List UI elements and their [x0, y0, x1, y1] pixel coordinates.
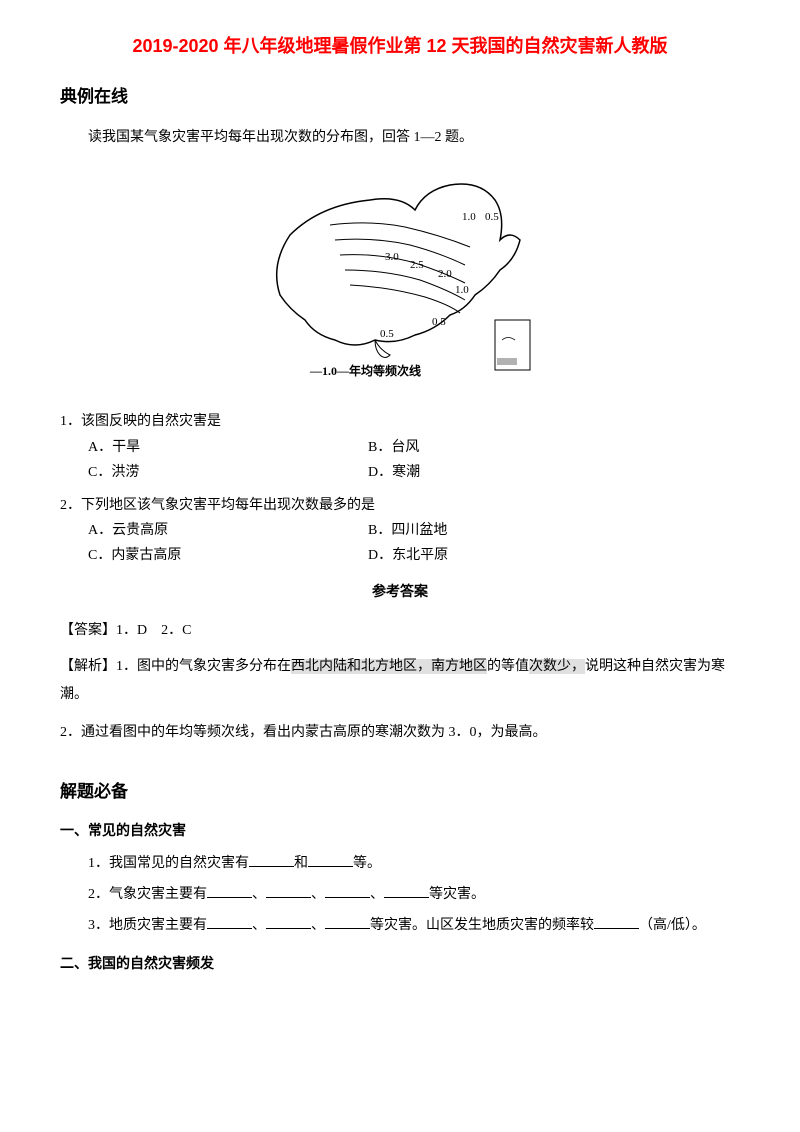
blank: [207, 915, 252, 929]
question-2-text: 2．下列地区该气象灾害平均每年出现次数最多的是: [60, 493, 740, 518]
map-label: 0.5: [380, 328, 394, 340]
q1-option-d: D．寒潮: [368, 460, 740, 485]
map-figure: 1.0 0.5 3.0 2.5 2.0 1.0 0.5 0.5 —1.0—年均等…: [60, 165, 740, 394]
analysis-1: 【解析】1．图中的气象灾害多分布在西北内陆和北方地区，南方地区的等值次数少，说明…: [60, 653, 740, 709]
answer-heading: 参考答案: [60, 580, 740, 605]
item-1-p3: 等。: [353, 856, 381, 871]
question-1-text: 1．该图反映的自然灾害是: [60, 409, 740, 434]
map-label: 0.5: [432, 316, 446, 328]
answer-text: 【答案】1．D 2．C: [60, 618, 740, 643]
item-1-p2: 和: [294, 856, 308, 871]
document-title: 2019-2020 年八年级地理暑假作业第 12 天我国的自然灾害新人教版: [60, 30, 740, 62]
blank: [308, 853, 353, 867]
subsection-1: 一、常见的自然灾害: [60, 819, 740, 844]
q1-options-row-2: C．洪涝 D．寒潮: [88, 460, 740, 485]
china-map-svg: 1.0 0.5 3.0 2.5 2.0 1.0 0.5 0.5 —1.0—年均等…: [240, 165, 560, 385]
item-2-p2: 等灾害。: [429, 887, 485, 902]
sep: 、: [252, 887, 266, 902]
q1-option-c: C．洪涝: [88, 460, 368, 485]
q1-option-a: A．干旱: [88, 435, 368, 460]
intro-text: 读我国某气象灾害平均每年出现次数的分布图，回答 1—2 题。: [60, 125, 740, 150]
map-label: 1.0: [462, 211, 476, 223]
section-1-heading: 典例在线: [60, 82, 740, 113]
sep: 、: [370, 887, 384, 902]
map-legend: —1.0—年均等频次线: [309, 363, 421, 378]
sep: 、: [311, 887, 325, 902]
blank: [384, 884, 429, 898]
item-1: 1．我国常见的自然灾害有 和 等。: [60, 851, 740, 876]
q2-option-a: A．云贵高原: [88, 518, 368, 543]
q1-option-b: B．台风: [368, 435, 740, 460]
sep: 、: [252, 918, 266, 933]
analysis-1-prefix: 【解析】1．图中的气象灾害多分布在: [60, 659, 291, 674]
blank: [249, 853, 294, 867]
q2-option-d: D．东北平原: [368, 543, 740, 568]
q2-options-row-1: A．云贵高原 B．四川盆地: [88, 518, 740, 543]
section-2-heading: 解题必备: [60, 777, 740, 808]
q1-options-row-1: A．干旱 B．台风: [88, 435, 740, 460]
analysis-1-highlight-2: 次数少，: [529, 659, 585, 674]
item-3-p2: 等灾害。山区发生地质灾害的频率较: [370, 918, 594, 933]
blank: [207, 884, 252, 898]
blank: [325, 915, 370, 929]
map-label: 2.5: [410, 259, 424, 271]
map-label: 1.0: [455, 284, 469, 296]
analysis-1-highlight-1: 西北内陆和北方地区，南方地区: [291, 659, 487, 674]
map-label: 3.0: [385, 251, 399, 263]
blank: [266, 884, 311, 898]
item-1-p1: 1．我国常见的自然灾害有: [88, 856, 249, 871]
blank: [266, 915, 311, 929]
q2-option-c: C．内蒙古高原: [88, 543, 368, 568]
item-3-p3: （高/低）。: [639, 918, 706, 933]
sep: 、: [311, 918, 325, 933]
map-label: 0.5: [485, 211, 499, 223]
item-3-p1: 3．地质灾害主要有: [88, 918, 207, 933]
blank: [594, 915, 639, 929]
item-2: 2．气象灾害主要有 、 、 、 等灾害。: [60, 882, 740, 907]
map-label: 2.0: [438, 268, 452, 280]
q2-option-b: B．四川盆地: [368, 518, 740, 543]
item-3: 3．地质灾害主要有 、 、 等灾害。山区发生地质灾害的频率较 （高/低）。: [60, 913, 740, 938]
blank: [325, 884, 370, 898]
analysis-2: 2．通过看图中的年均等频次线，看出内蒙古高原的寒潮次数为 3．0，为最高。: [60, 719, 740, 747]
analysis-1-mid: 的等值: [487, 659, 529, 674]
item-2-p1: 2．气象灾害主要有: [88, 887, 207, 902]
subsection-2: 二、我国的自然灾害频发: [60, 952, 740, 977]
q2-options-row-2: C．内蒙古高原 D．东北平原: [88, 543, 740, 568]
